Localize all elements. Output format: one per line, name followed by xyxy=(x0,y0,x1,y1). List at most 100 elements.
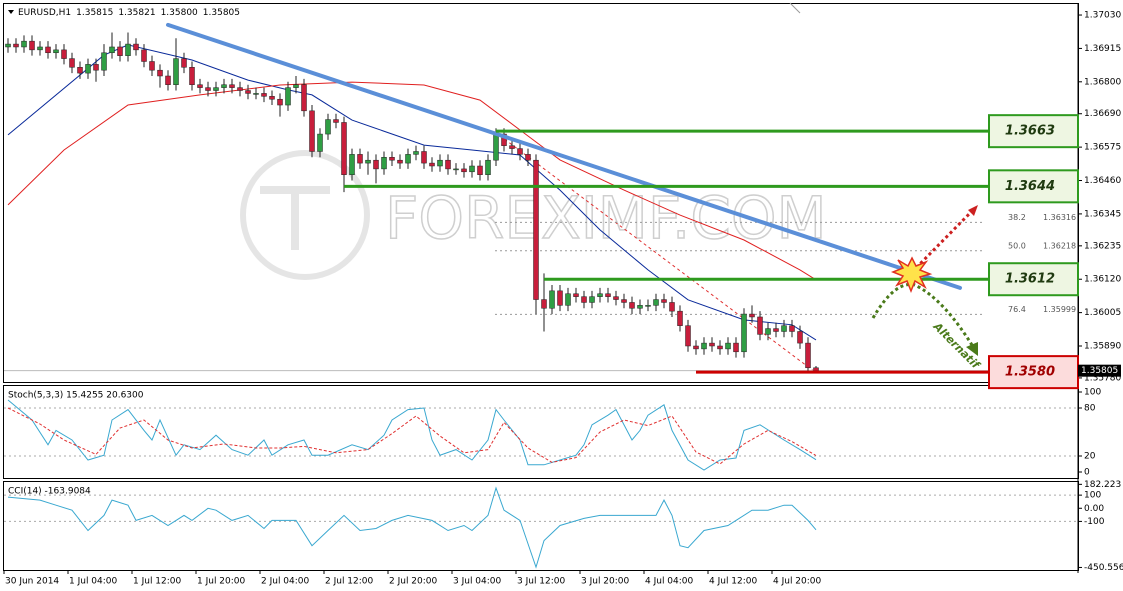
candle-body xyxy=(13,43,19,48)
y-tick-label: 1.36460 xyxy=(1084,176,1121,186)
candle-body xyxy=(549,290,555,309)
candle-body xyxy=(789,325,795,332)
x-tick-label: 4 Jul 12:00 xyxy=(709,577,758,587)
fib-level: 50.0 xyxy=(1008,241,1026,250)
candle-body xyxy=(29,40,35,51)
candle-body xyxy=(805,342,811,369)
candle-body xyxy=(725,342,731,350)
candle-body xyxy=(253,93,259,95)
candle-body xyxy=(717,345,723,350)
trendline xyxy=(166,22,962,290)
candle-body xyxy=(613,296,619,300)
candle-body xyxy=(565,293,571,306)
candle-body xyxy=(61,49,67,59)
candle-body xyxy=(469,165,475,173)
y-tick-label: 1.36575 xyxy=(1084,143,1121,153)
indicator-line xyxy=(7,399,817,471)
panel-title: Stoch(5,3,3) 15.4255 20.6300 xyxy=(8,391,144,401)
candle-body xyxy=(85,64,91,74)
level-label: 1.3580 xyxy=(1005,365,1055,380)
x-tick-label: 2 Jul 12:00 xyxy=(325,577,374,587)
candle-body xyxy=(381,157,387,170)
candle-body xyxy=(581,296,587,303)
candle-body xyxy=(341,122,347,175)
candle-body xyxy=(693,345,699,350)
y-tick-label: 0 xyxy=(1084,468,1090,478)
candle-body xyxy=(669,302,675,312)
indicator-line xyxy=(7,486,817,569)
candle-body xyxy=(349,154,355,175)
x-tick-label: 2 Jul 20:00 xyxy=(389,577,438,587)
header-value: 1.35821 xyxy=(118,8,155,18)
breakout-burst xyxy=(890,256,933,294)
candle-body xyxy=(93,64,99,71)
watermark-logo xyxy=(240,150,370,280)
candle-body xyxy=(557,290,563,306)
fib-price: 1.36316 xyxy=(1043,213,1076,222)
chart-header: EURUSD,H1 1.35815 1.35821 1.35800 1.35805 xyxy=(18,8,240,18)
logo-glyph xyxy=(260,186,330,250)
candle-body xyxy=(509,145,515,149)
candle-body xyxy=(197,84,203,88)
y-tick-label: 1.36915 xyxy=(1084,44,1121,54)
x-tick-label: 3 Jul 12:00 xyxy=(517,577,566,587)
candle-body xyxy=(269,96,275,100)
x-tick-label: 30 Jun 2014 xyxy=(5,577,59,587)
level-box xyxy=(988,169,1079,204)
panel-title: CCI(14) -163.9084 xyxy=(8,487,91,497)
alternative-arrow xyxy=(871,282,977,351)
fib-level: 76.4 xyxy=(1008,305,1026,314)
scroll-mark xyxy=(789,2,801,14)
x-tick-label: 2 Jul 04:00 xyxy=(261,577,310,587)
y-tick-label: 1.36345 xyxy=(1084,209,1121,219)
candle-body xyxy=(277,98,283,106)
candle-body xyxy=(813,367,819,371)
y-tick-label: 182.223 xyxy=(1084,480,1121,490)
header-value: 1.35805 xyxy=(203,8,240,18)
candle-body xyxy=(293,84,299,88)
header-value: 1.35800 xyxy=(161,8,198,18)
y-tick-label: 20 xyxy=(1084,452,1096,462)
candle-body xyxy=(453,168,459,171)
candle-body xyxy=(493,133,499,161)
y-tick-label: 100 xyxy=(1084,388,1101,398)
candle-body xyxy=(741,313,747,353)
candle-body xyxy=(661,299,667,303)
menu-arrow xyxy=(8,10,14,14)
candle-body xyxy=(533,159,539,300)
candle-body xyxy=(733,342,739,353)
candle-body xyxy=(373,159,379,170)
arrow-head xyxy=(968,205,978,216)
x-tick-label: 1 Jul 12:00 xyxy=(133,577,182,587)
candle-body xyxy=(445,159,451,170)
level-label: 1.3663 xyxy=(1005,124,1055,139)
candle-body xyxy=(653,299,659,306)
candle-body xyxy=(605,293,611,297)
x-tick-label: 3 Jul 04:00 xyxy=(453,577,502,587)
y-tick-label: 1.36120 xyxy=(1084,275,1121,285)
moving-average xyxy=(7,81,817,281)
candle-body xyxy=(125,43,131,56)
candle-body xyxy=(517,148,523,155)
candle-body xyxy=(365,159,371,164)
candle-body xyxy=(437,159,443,167)
x-tick-label: 3 Jul 20:00 xyxy=(581,577,630,587)
y-tick-label: 1.36235 xyxy=(1084,241,1121,251)
candle-body xyxy=(589,296,595,303)
level-box xyxy=(988,114,1079,149)
y-tick-label: 1.36800 xyxy=(1084,77,1121,87)
candle-body xyxy=(165,75,171,85)
candle-body xyxy=(709,342,715,347)
candle-body xyxy=(597,293,603,297)
level-label: 1.3644 xyxy=(1005,179,1055,194)
candle-body xyxy=(325,119,331,135)
candle-body xyxy=(101,52,107,71)
candle-body xyxy=(189,67,195,85)
candle-body xyxy=(53,49,59,54)
price-marker-label: 1.35805 xyxy=(1081,366,1118,376)
candle-body xyxy=(701,342,707,350)
y-tick-label: 1.36690 xyxy=(1084,109,1121,119)
candle-body xyxy=(645,305,651,307)
logo-ring xyxy=(240,150,370,280)
fib-price: 1.36218 xyxy=(1043,241,1076,250)
